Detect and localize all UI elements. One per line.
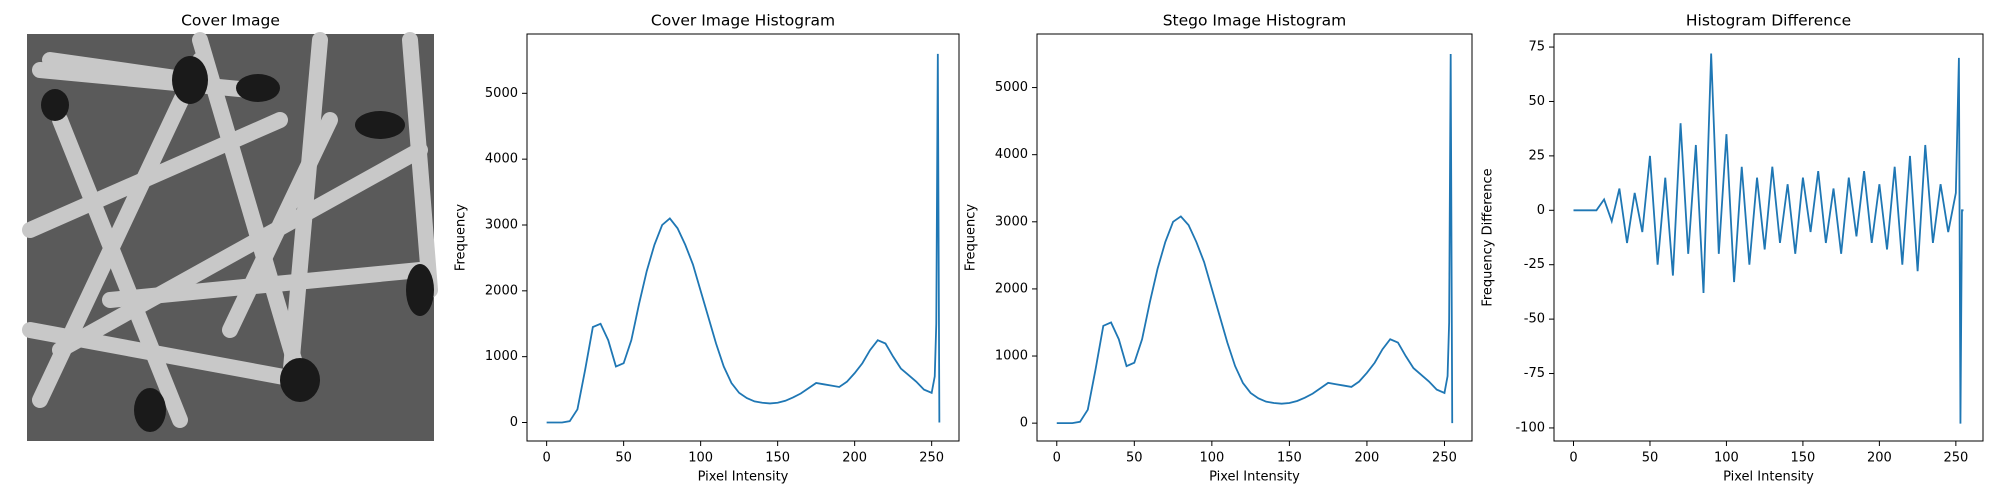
- data-line: [546, 53, 941, 424]
- data-line: [1573, 53, 1964, 424]
- y-tick-label: 1000: [995, 349, 1028, 364]
- x-tick-label: 50: [1642, 451, 1659, 466]
- y-tick-label: 0: [1537, 203, 1545, 218]
- x-axis-label: Pixel Intensity: [1209, 470, 1300, 485]
- y-tick-label: 0: [510, 415, 518, 430]
- x-tick-label: 150: [1277, 451, 1302, 466]
- x-tick-label: 250: [1943, 451, 1968, 466]
- x-tick-label: 100: [688, 451, 713, 466]
- x-tick-label: 200: [842, 451, 867, 466]
- y-tick-label: 3000: [995, 214, 1028, 229]
- x-tick-label: 50: [615, 451, 632, 466]
- y-tick-label: -75: [1524, 366, 1545, 381]
- y-tick-label: 2000: [485, 283, 518, 298]
- y-tick-label: 5000: [995, 80, 1028, 95]
- x-axis-label: Pixel Intensity: [698, 470, 789, 485]
- y-tick-label: 25: [1528, 148, 1545, 163]
- chart-title: Cover Image: [181, 12, 280, 30]
- x-tick-label: 250: [1432, 451, 1457, 466]
- y-tick-label: 4000: [995, 147, 1028, 162]
- y-tick-label: 5000: [485, 86, 518, 101]
- y-tick-label: -50: [1524, 312, 1545, 327]
- y-tick-label: -100: [1515, 420, 1545, 435]
- cover-image: [22, 32, 438, 441]
- x-tick-label: 0: [1053, 451, 1061, 466]
- axes-frame: [1036, 33, 1473, 442]
- image-heads: [41, 56, 434, 432]
- y-axis-label: Frequency: [454, 204, 469, 271]
- data-line: [1056, 53, 1454, 425]
- image-sticks: [22, 32, 438, 428]
- y-tick-label: 0: [1020, 416, 1028, 431]
- x-tick-label: 200: [1355, 451, 1380, 466]
- axes-frame: [526, 33, 960, 442]
- x-tick-label: 200: [1867, 451, 1892, 466]
- y-axis-label: Frequency: [964, 204, 979, 271]
- x-tick-label: 50: [1126, 451, 1143, 466]
- axes-frame: [1553, 33, 1984, 442]
- x-tick-label: 150: [1790, 451, 1815, 466]
- chart-title: Stego Image Histogram: [1163, 12, 1347, 30]
- x-tick-label: 100: [1199, 451, 1224, 466]
- y-tick-label: 4000: [485, 152, 518, 167]
- y-tick-label: 75: [1528, 40, 1545, 55]
- y-tick-label: 2000: [995, 281, 1028, 296]
- chart-title: Cover Image Histogram: [651, 12, 835, 30]
- y-tick-label: 3000: [485, 217, 518, 232]
- y-axis-label: Frequency Difference: [1481, 168, 1496, 306]
- y-tick-label: -25: [1524, 257, 1545, 272]
- x-tick-label: 250: [919, 451, 944, 466]
- y-tick-label: 1000: [485, 349, 518, 364]
- y-tick-label: 50: [1528, 94, 1545, 109]
- x-tick-label: 150: [765, 451, 790, 466]
- x-axis-label: Pixel Intensity: [1723, 470, 1814, 485]
- x-tick-label: 0: [1569, 451, 1577, 466]
- x-tick-label: 0: [542, 451, 550, 466]
- x-tick-label: 100: [1714, 451, 1739, 466]
- chart-title: Histogram Difference: [1686, 12, 1851, 30]
